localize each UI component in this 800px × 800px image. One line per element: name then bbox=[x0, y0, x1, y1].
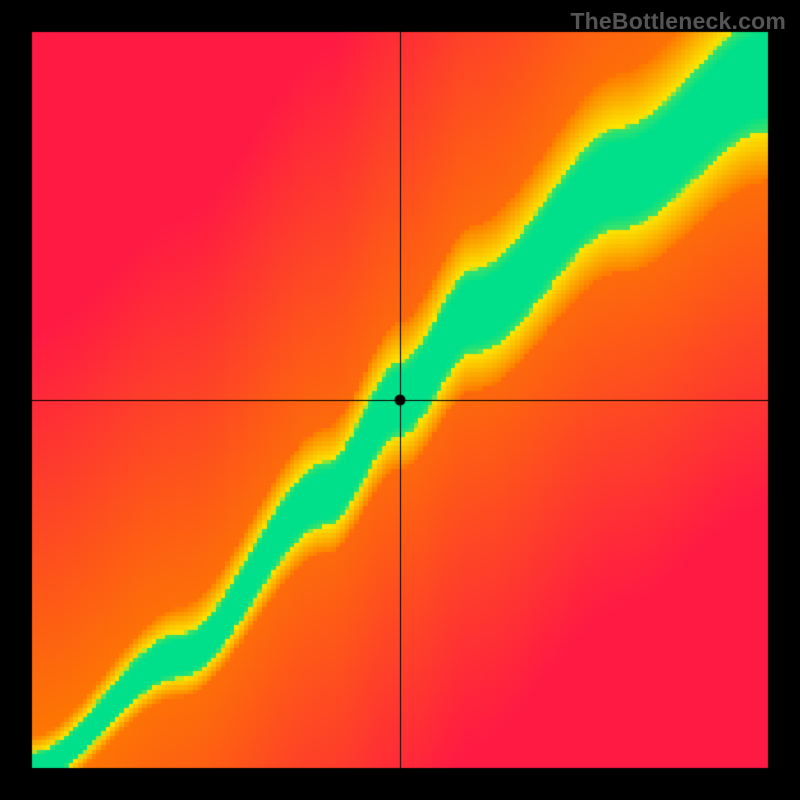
bottleneck-heatmap-canvas bbox=[0, 0, 800, 800]
chart-container: TheBottleneck.com bbox=[0, 0, 800, 800]
watermark-text: TheBottleneck.com bbox=[570, 8, 786, 35]
